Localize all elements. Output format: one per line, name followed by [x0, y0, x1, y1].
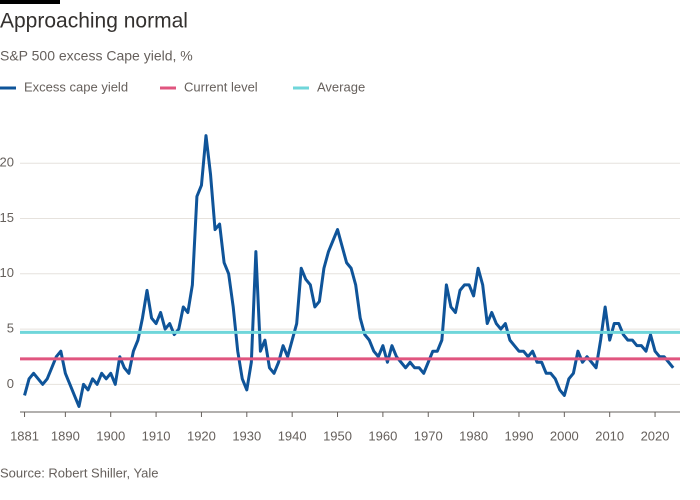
- legend-label: Current level: [184, 79, 258, 94]
- brand-bar: [0, 0, 60, 4]
- x-tick-label: 1980: [459, 428, 488, 443]
- x-tick-label: 1990: [505, 428, 534, 443]
- legend-label: Average: [317, 79, 365, 94]
- x-tick-label: 1970: [414, 428, 443, 443]
- x-tick-label: 1900: [96, 428, 125, 443]
- chart-title: Approaching normal: [0, 10, 188, 33]
- x-tick-label: 1910: [142, 428, 171, 443]
- legend-label: Excess cape yield: [24, 79, 128, 94]
- x-tick-label: 2000: [550, 428, 579, 443]
- x-tick-label: 1881: [10, 428, 39, 443]
- x-tick-label: 2020: [641, 428, 670, 443]
- x-tick-label: 1920: [187, 428, 216, 443]
- data-line: [23, 134, 675, 408]
- x-tick-label: 1930: [232, 428, 261, 443]
- y-tick-label: 5: [7, 321, 14, 336]
- chart-subtitle: S&P 500 excess Cape yield, %: [0, 48, 193, 64]
- source: Source: Robert Shiller, Yale: [0, 465, 159, 480]
- x-tick-label: 2010: [595, 428, 624, 443]
- y-tick-label: 10: [0, 265, 14, 280]
- x-tick-label: 1890: [51, 428, 80, 443]
- x-tick-label: 1950: [323, 428, 352, 443]
- x-tick-label: 1960: [368, 428, 397, 443]
- y-tick-label: 15: [0, 210, 14, 225]
- y-tick-label: 20: [0, 155, 14, 170]
- x-tick-label: 1940: [278, 428, 307, 443]
- y-tick-label: 0: [7, 376, 14, 391]
